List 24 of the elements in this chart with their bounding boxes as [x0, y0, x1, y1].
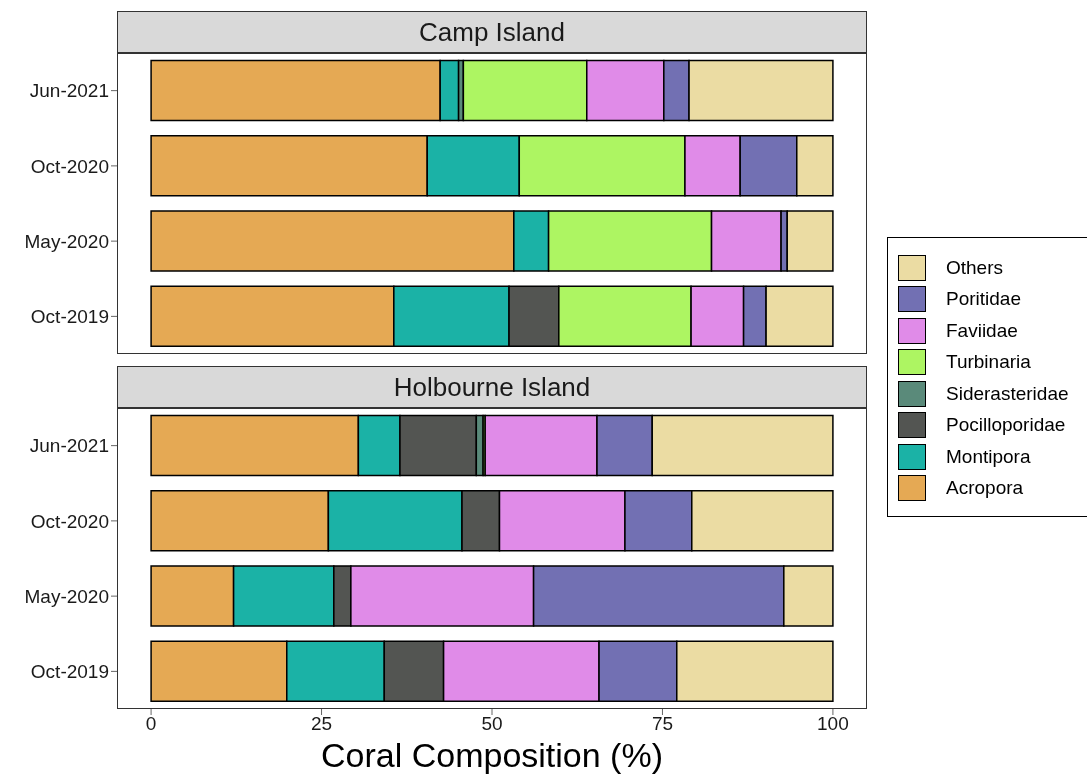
- legend-label: Others: [946, 256, 1004, 279]
- y-tick-label: May-2020: [24, 585, 109, 607]
- legend-label: Poritidae: [946, 288, 1021, 311]
- y-tick-label: Oct-2019: [30, 306, 109, 328]
- y-tick-label: Jun-2021: [29, 435, 109, 457]
- y-tick-label: May-2020: [24, 230, 109, 252]
- x-tick-label: 25: [310, 713, 333, 735]
- x-tick-label: 50: [481, 713, 503, 735]
- legend-label: Siderasteridae: [946, 382, 1069, 405]
- y-tick-label: Oct-2020: [30, 155, 109, 177]
- legend-label: Acropora: [946, 477, 1024, 500]
- x-tick-label: 0: [145, 713, 157, 735]
- chart-title: Camp Island: [117, 11, 867, 53]
- legend-label: Faviidae: [946, 319, 1018, 342]
- y-tick-label: Oct-2020: [30, 510, 109, 532]
- y-tick-label: Oct-2019: [30, 661, 109, 683]
- legend-label: Pocilloporidae: [946, 414, 1066, 437]
- legend-label: Montipora: [946, 445, 1031, 468]
- x-tick-label: 100: [817, 713, 849, 735]
- y-tick-label: Jun-2021: [29, 80, 109, 102]
- legend-label: Turbinaria: [946, 351, 1031, 374]
- x-axis-title: Coral Composition (%): [320, 735, 664, 775]
- chart-title: Holbourne Island: [117, 366, 867, 408]
- x-tick-label: 75: [651, 713, 674, 735]
